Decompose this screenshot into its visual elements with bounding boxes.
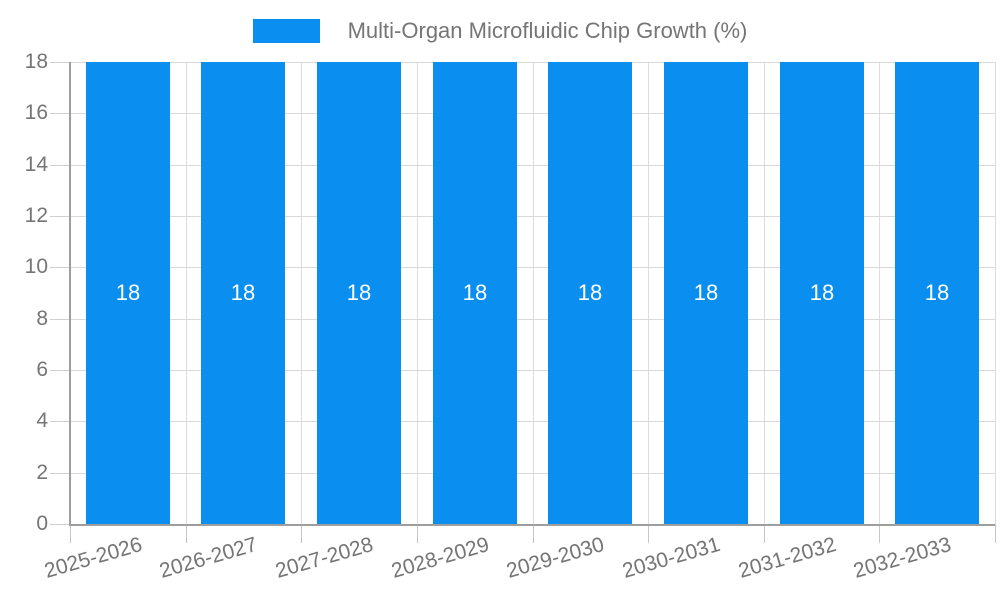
y-tick-mark	[50, 267, 70, 268]
bar	[895, 62, 979, 524]
x-tick-mark	[879, 524, 880, 543]
gridline-v	[879, 62, 880, 524]
x-tick-mark	[417, 524, 418, 543]
y-tick-label: 0	[36, 512, 48, 535]
y-tick-mark	[50, 370, 70, 371]
legend-label: Multi-Organ Microfluidic Chip Growth (%)	[347, 18, 748, 43]
y-tick-mark	[50, 473, 70, 474]
gridline-h	[70, 113, 995, 114]
gridline-v	[417, 62, 418, 524]
x-tick-mark	[70, 524, 71, 543]
gridline-h	[70, 216, 995, 217]
bar	[317, 62, 401, 524]
y-tick-mark	[50, 216, 70, 217]
x-tick-mark	[301, 524, 302, 543]
bar	[433, 62, 517, 524]
y-axis-line	[69, 62, 71, 526]
y-tick-label: 16	[24, 101, 48, 124]
x-tick-label: 2025-2026	[41, 533, 145, 583]
gridline-v	[186, 62, 187, 524]
chart-legend: Multi-Organ Microfluidic Chip Growth (%)	[0, 14, 1000, 48]
x-tick-label: 2032-2033	[850, 533, 954, 583]
x-tick-label: 2026-2027	[156, 533, 260, 583]
bar	[201, 62, 285, 524]
bar-value-label: 18	[230, 280, 256, 305]
x-tick-label: 2030-2031	[619, 533, 723, 583]
gridline-v	[764, 62, 765, 524]
gridline-h	[70, 473, 995, 474]
bar-value-label: 18	[809, 280, 835, 305]
legend-swatch	[252, 19, 320, 43]
x-tick-mark	[995, 524, 996, 543]
bar-value-label: 18	[924, 280, 950, 305]
x-tick-label: 2029-2030	[503, 533, 607, 583]
y-tick-label: 14	[24, 153, 48, 176]
y-tick-label: 4	[36, 409, 48, 432]
gridline-v	[533, 62, 534, 524]
bar-value-label: 18	[577, 280, 603, 305]
bar	[86, 62, 170, 524]
bar-value-label: 18	[115, 280, 141, 305]
x-tick-mark	[648, 524, 649, 543]
y-tick-mark	[50, 319, 70, 320]
x-tick-mark	[533, 524, 534, 543]
y-tick-label: 10	[24, 255, 48, 278]
gridline-h	[70, 165, 995, 166]
x-tick-label: 2031-2032	[735, 533, 839, 583]
bar	[780, 62, 864, 524]
y-tick-mark	[50, 113, 70, 114]
gridline-v	[648, 62, 649, 524]
y-tick-label: 2	[36, 461, 48, 484]
gridline-h	[70, 267, 995, 268]
y-tick-mark	[50, 524, 70, 525]
gridline-h	[70, 370, 995, 371]
x-tick-label: 2027-2028	[272, 533, 376, 583]
bar	[664, 62, 748, 524]
gridline-v	[995, 62, 996, 524]
y-tick-label: 18	[24, 50, 48, 73]
y-tick-mark	[50, 165, 70, 166]
gridline-h	[70, 319, 995, 320]
bar-value-label: 18	[462, 280, 488, 305]
gridline-v	[301, 62, 302, 524]
y-tick-label: 8	[36, 307, 48, 330]
y-tick-mark	[50, 421, 70, 422]
y-tick-mark	[50, 62, 70, 63]
x-tick-mark	[764, 524, 765, 543]
bar-value-label: 18	[346, 280, 372, 305]
gridline-h	[70, 62, 995, 63]
y-tick-label: 12	[24, 204, 48, 227]
bar-value-label: 18	[693, 280, 719, 305]
bar	[548, 62, 632, 524]
y-tick-label: 6	[36, 358, 48, 381]
x-tick-mark	[186, 524, 187, 543]
x-tick-label: 2028-2029	[388, 533, 492, 583]
x-axis-line	[69, 524, 995, 526]
gridline-h	[70, 421, 995, 422]
